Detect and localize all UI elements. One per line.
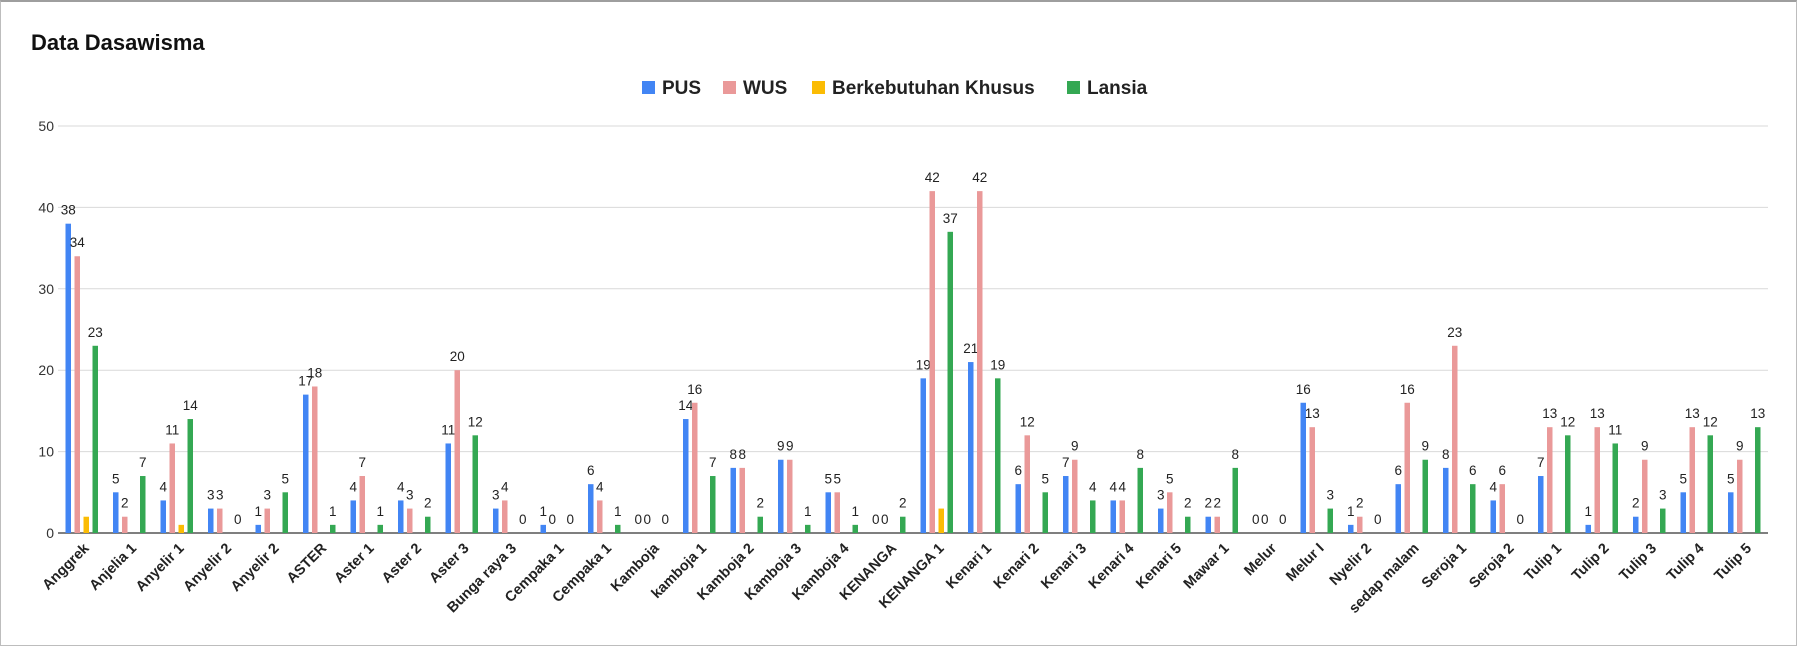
- chart-legend: PUS WUS Berkebutuhan Khusus Lansia: [642, 78, 1148, 99]
- legend-label: WUS: [743, 78, 787, 99]
- chart-title: Data Dasawisma: [31, 30, 205, 55]
- legend-label: PUS: [662, 78, 701, 99]
- legend-swatch-pus: [642, 81, 655, 94]
- legend-swatch-lansia: [1067, 81, 1080, 94]
- legend-swatch-wus: [723, 81, 736, 94]
- legend-swatch-berkebutuhan-khusus: [812, 81, 825, 94]
- legend-label: Berkebutuhan Khusus: [832, 78, 1035, 99]
- legend-label: Lansia: [1087, 78, 1148, 99]
